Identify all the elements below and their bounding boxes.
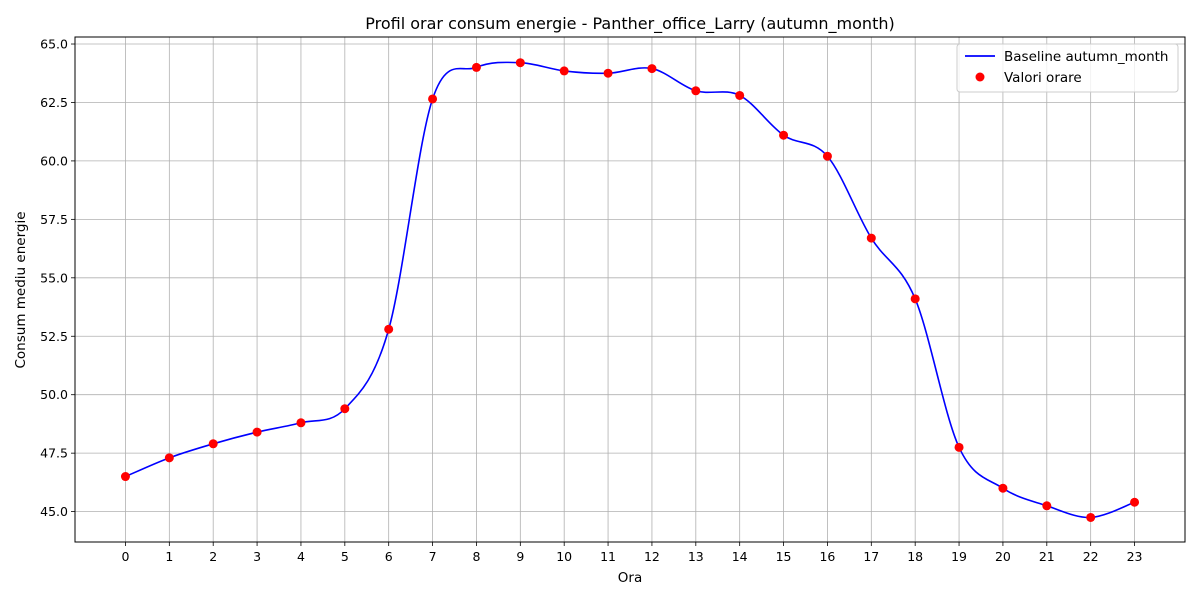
hourly-value-point: [1130, 497, 1140, 507]
x-tick-label: 17: [863, 549, 879, 564]
legend: Baseline autumn_month Valori orare: [956, 43, 1179, 93]
y-tick-label: 55.0: [40, 270, 68, 285]
hourly-value-point: [603, 68, 613, 78]
x-tick-label: 23: [1127, 549, 1143, 564]
x-tick-label: 22: [1083, 549, 1099, 564]
x-tick-label: 5: [341, 549, 349, 564]
x-tick-label: 18: [907, 549, 923, 564]
grid: [75, 37, 1185, 542]
y-tick-label: 57.5: [40, 212, 68, 227]
x-tick-label: 2: [209, 549, 217, 564]
y-tick-label: 60.0: [40, 153, 68, 168]
x-tick-label: 13: [688, 549, 704, 564]
x-tick-label: 15: [776, 549, 792, 564]
legend-box: [956, 43, 1179, 93]
hourly-value-point: [691, 86, 701, 96]
hourly-value-point: [1042, 501, 1052, 511]
hourly-value-point: [647, 64, 657, 74]
x-axis-label: Ora: [618, 570, 642, 586]
hourly-value-point: [340, 404, 350, 414]
x-tick-label: 14: [732, 549, 748, 564]
x-tick-label: 1: [165, 549, 173, 564]
hourly-value-point: [998, 483, 1008, 493]
hourly-value-point: [779, 130, 789, 140]
hourly-value-point: [822, 151, 832, 161]
x-tick-label: 3: [253, 549, 261, 564]
y-tick-label: 65.0: [40, 37, 68, 52]
x-tick-label: 7: [429, 549, 437, 564]
hourly-value-point: [471, 62, 481, 72]
x-tick-label: 0: [121, 549, 129, 564]
x-tick-label: 21: [1039, 549, 1055, 564]
y-tick-label: 50.0: [40, 387, 68, 402]
hourly-value-point: [252, 427, 262, 437]
x-tick-label: 9: [516, 549, 524, 564]
hourly-value-point: [384, 324, 394, 334]
plot-frame: [74, 36, 1186, 543]
hourly-value-point: [515, 58, 525, 68]
x-tick-label: 6: [385, 549, 393, 564]
hourly-value-point: [428, 94, 438, 104]
y-tick-label: 45.0: [40, 504, 68, 519]
hourly-value-point: [208, 439, 218, 449]
y-tick-label: 62.5: [40, 95, 68, 110]
x-tick-label: 8: [472, 549, 480, 564]
hourly-value-point: [954, 442, 964, 452]
x-tick-label: 12: [644, 549, 660, 564]
chart-title: Profil orar consum energie - Panther_off…: [365, 14, 894, 34]
x-tick-label: 16: [819, 549, 835, 564]
legend-label-values: Valori orare: [1004, 70, 1082, 86]
hourly-value-point: [120, 472, 130, 482]
y-tick-label: 52.5: [40, 329, 68, 344]
hourly-value-point: [296, 418, 306, 428]
y-axis: 45.0 47.5 50.0 52.5 55.0 57.5 60.0 62.5 65.0: [40, 37, 75, 519]
y-axis-label: Consum mediu energie: [13, 211, 29, 368]
x-tick-label: 19: [951, 549, 967, 564]
x-tick-label: 11: [600, 549, 616, 564]
hourly-value-point: [735, 90, 745, 100]
series: [120, 58, 1140, 522]
hourly-value-point: [164, 453, 174, 463]
x-axis: 0 1 2 3 4 5 6 7 8 9 10 11 12 13 14 15 16 17 18 19 20 21 22 23: [121, 542, 1142, 564]
x-tick-label: 20: [995, 549, 1011, 564]
x-tick-label: 10: [556, 549, 572, 564]
hourly-value-point: [910, 294, 920, 304]
hourly-value-point: [1086, 512, 1096, 522]
legend-label-baseline: Baseline autumn_month: [1004, 49, 1168, 65]
y-tick-label: 47.5: [40, 446, 68, 461]
hourly-value-point: [559, 66, 569, 76]
hourly-value-point: [866, 233, 876, 243]
x-tick-label: 4: [297, 549, 305, 564]
legend-dot-marker: [975, 72, 985, 82]
